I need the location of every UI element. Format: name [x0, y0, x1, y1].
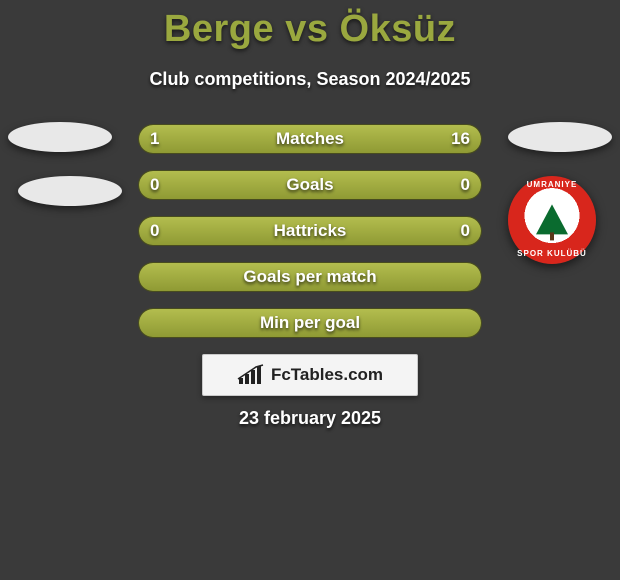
bar-label: Matches — [138, 124, 482, 154]
tree-icon — [536, 204, 568, 234]
bar-label: Min per goal — [138, 308, 482, 338]
player-right-avatar-placeholder — [508, 122, 612, 152]
bar-row: Hattricks0 0 — [138, 216, 482, 246]
bar-row: Min per goal — [138, 308, 482, 338]
page-title: Berge vs Öksüz — [0, 0, 620, 51]
club-badge-circle: UMRANIYE SPOR KULÜBÜ — [508, 176, 596, 264]
brand-box[interactable]: FcTables.com — [202, 354, 418, 396]
bar-chart-icon — [237, 364, 265, 386]
club-badge-bottom-text: SPOR KULÜBÜ — [508, 249, 596, 258]
club-badge-top-text: UMRANIYE — [508, 180, 596, 189]
bar-value-right: 16 — [439, 124, 482, 154]
player-left-avatar-placeholder-2 — [18, 176, 122, 206]
page-subtitle: Club competitions, Season 2024/2025 — [0, 69, 620, 90]
date-text: 23 february 2025 — [0, 408, 620, 429]
bar-value-left: 1 — [138, 124, 171, 154]
bar-row: Matches1 16 — [138, 124, 482, 154]
bar-value-right: 0 — [449, 170, 482, 200]
club-badge: UMRANIYE SPOR KULÜBÜ — [502, 176, 602, 266]
bar-row: Goals0 0 — [138, 170, 482, 200]
bar-value-left: 0 — [138, 216, 171, 246]
bar-label: Hattricks — [138, 216, 482, 246]
brand-text: FcTables.com — [271, 365, 383, 385]
bar-label: Goals per match — [138, 262, 482, 292]
bar-value-right: 0 — [449, 216, 482, 246]
bar-label: Goals — [138, 170, 482, 200]
bar-row: Goals per match — [138, 262, 482, 292]
comparison-bars: Matches116Goals00Hattricks00Goals per ma… — [138, 124, 482, 354]
bar-value-left: 0 — [138, 170, 171, 200]
player-left-avatar-placeholder-1 — [8, 122, 112, 152]
